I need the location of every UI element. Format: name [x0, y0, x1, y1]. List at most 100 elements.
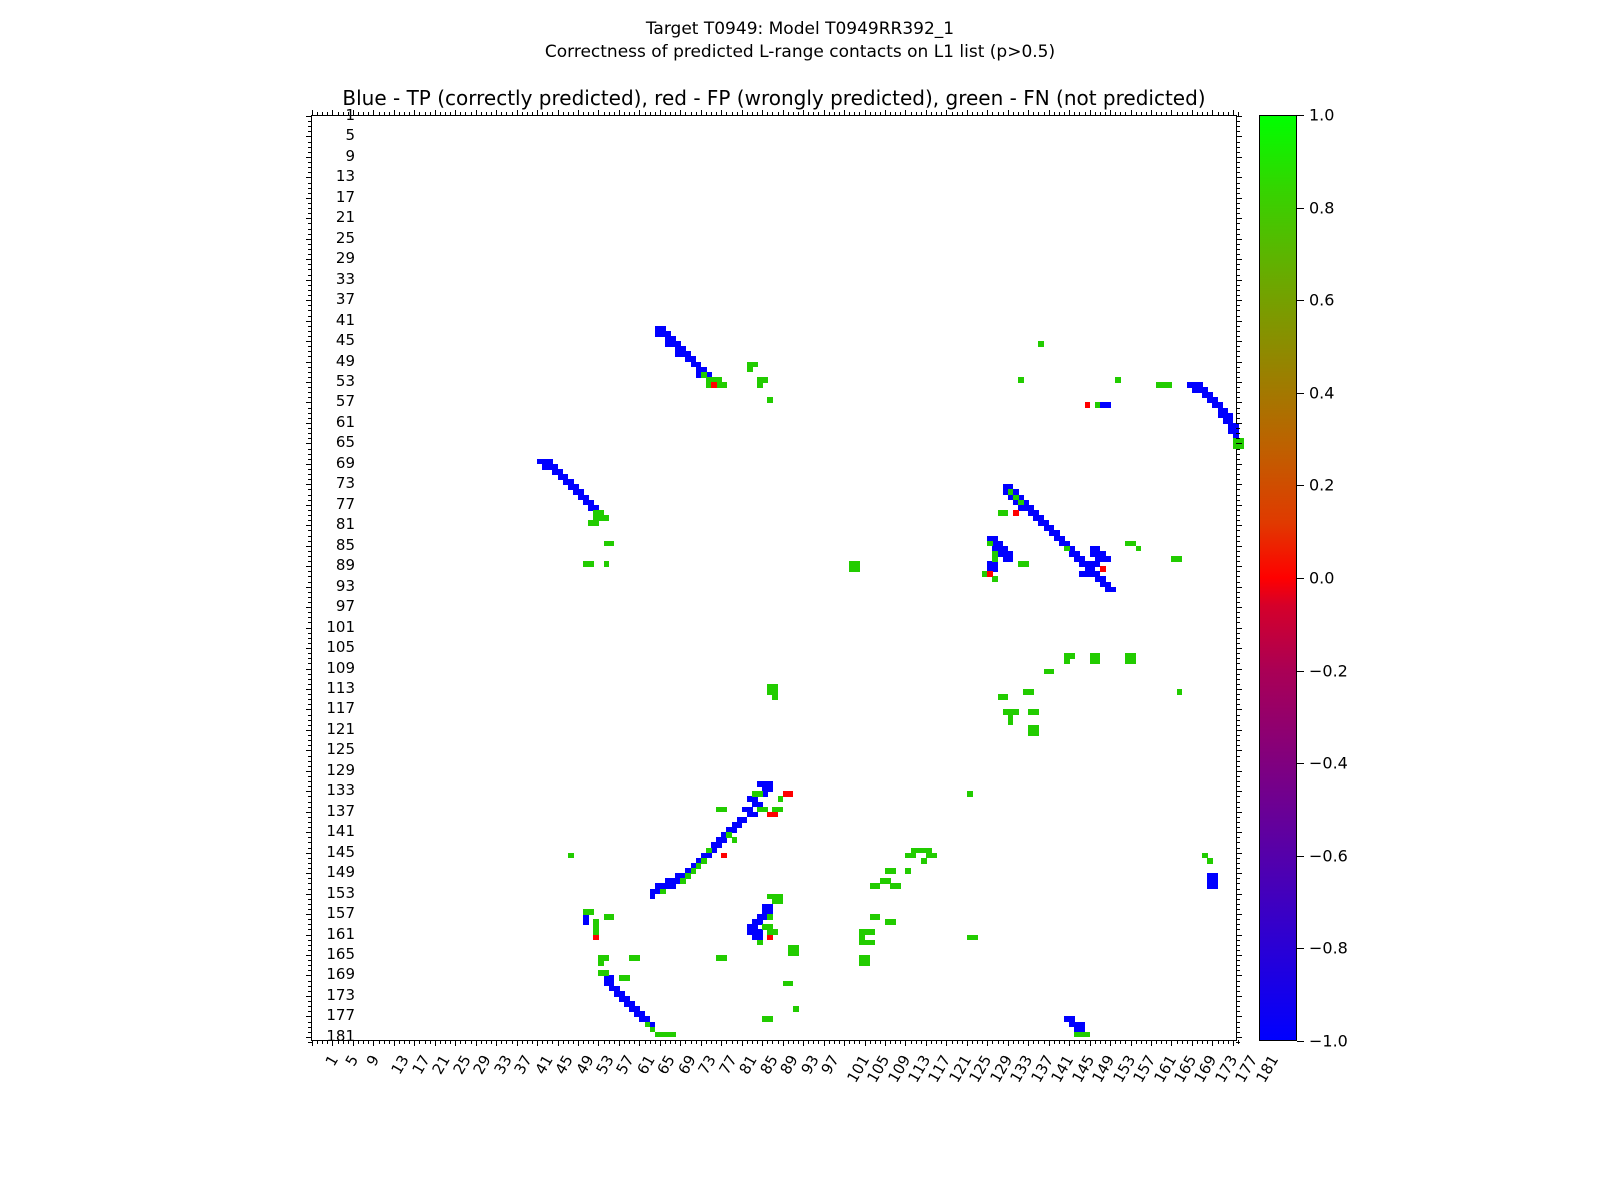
y-tick: [308, 202, 312, 204]
y-tick-right: [1236, 126, 1240, 128]
contact-cell-tp: [608, 980, 615, 987]
contact-cell-fn: [1089, 653, 1096, 659]
contact-cell-fn: [859, 934, 866, 941]
contact-cell-fp: [1084, 402, 1091, 409]
y-tick-right: [1236, 714, 1240, 716]
contact-cell-tp: [1197, 387, 1203, 393]
y-tick-right: [1236, 443, 1242, 445]
x-tick: [941, 1040, 943, 1044]
y-tick-right: [1236, 208, 1240, 210]
x-tick: [608, 1040, 610, 1044]
x-tick-top: [757, 112, 759, 116]
y-tick-right: [1236, 361, 1242, 363]
y-tick-right: [1236, 939, 1240, 941]
contact-cell-fn: [757, 939, 763, 946]
x-tick-top: [1033, 112, 1035, 116]
x-tick: [388, 1040, 390, 1044]
x-tick-top: [1151, 110, 1153, 116]
contact-cell-tp: [695, 361, 702, 368]
contact-cell-tp: [1094, 571, 1101, 578]
contact-cell-tp: [654, 330, 661, 337]
y-tick: [308, 509, 312, 511]
x-tick: [1202, 1040, 1204, 1044]
x-tick: [434, 1040, 436, 1046]
y-tick: [308, 397, 312, 399]
contact-cell-fn: [1156, 382, 1162, 388]
y-tick: [306, 627, 312, 629]
x-tick: [1156, 1040, 1158, 1044]
y-tick: [308, 862, 312, 864]
y-tick: [308, 315, 312, 317]
y-tick: [308, 857, 312, 859]
y-tick-right: [1236, 842, 1240, 844]
y-tick-right: [1236, 213, 1240, 215]
y-tick-right: [1236, 745, 1240, 747]
colorbar-tick: [1297, 392, 1304, 394]
contact-cell-fn: [1232, 438, 1239, 444]
y-tick: [306, 136, 312, 138]
x-tick-top: [1069, 110, 1071, 116]
x-tick: [383, 1040, 385, 1044]
contact-cell-fn: [762, 1016, 768, 1023]
contact-map-plot[interactable]: [306, 110, 1244, 1046]
x-tick-top: [639, 110, 641, 116]
y-tick-right: [1236, 970, 1240, 972]
colorbar[interactable]: 1.0 0.8 0.6 0.4 0.2 0.0 −0.2 −0.4 −0.6 −0.8 −1.0: [1259, 106, 1348, 1051]
y-tick-right: [1236, 591, 1240, 593]
contact-cell-fn: [1130, 653, 1137, 659]
y-tick-right: [1236, 489, 1240, 491]
contact-cell-fn: [997, 694, 1004, 700]
y-tick-right: [1236, 167, 1240, 169]
contact-cell-tp: [1084, 561, 1091, 567]
contact-cell-tp: [736, 822, 743, 828]
contact-cell-fn: [1166, 382, 1173, 388]
x-tick: [537, 1040, 539, 1046]
contact-cell-tp: [572, 489, 579, 496]
x-tick-top: [322, 112, 324, 116]
contact-cell-fn: [1064, 658, 1070, 664]
x-tick: [659, 1040, 661, 1046]
x-tick: [695, 1040, 697, 1044]
contact-cell-tp: [562, 479, 569, 485]
y-tick-right: [1236, 305, 1240, 307]
x-tick-top: [798, 112, 800, 116]
axes-legend-title: Blue - TP (correctly predicted), red - F…: [342, 86, 1206, 110]
x-tick-top: [475, 110, 477, 116]
y-tick: [306, 811, 312, 813]
contact-cell-fn: [931, 852, 937, 859]
contact-cell-tp: [751, 796, 758, 803]
contact-cell-tp: [547, 463, 554, 470]
x-tick-top: [567, 112, 569, 116]
contact-cell-tp: [757, 934, 763, 941]
y-tick: [308, 842, 312, 844]
y-tick: [308, 213, 312, 215]
x-tick-top: [526, 112, 528, 116]
contact-cell-tp: [603, 980, 610, 987]
y-axis-label: 25: [335, 228, 355, 247]
contact-cell-fn: [849, 561, 855, 567]
x-tick-top: [665, 112, 666, 116]
x-tick: [946, 1040, 948, 1046]
y-tick: [308, 944, 312, 946]
contact-cell-fn: [705, 847, 712, 854]
contact-cell-tp: [1023, 499, 1029, 506]
contact-cell-tp: [1099, 402, 1106, 409]
y-tick-right: [1236, 422, 1242, 424]
contact-cell-fn: [1007, 489, 1014, 496]
y-tick: [306, 893, 312, 895]
x-tick: [1033, 1040, 1035, 1044]
contact-cell-tp: [675, 341, 681, 347]
contact-cell-tp: [665, 330, 671, 337]
contact-cell-tp: [1099, 550, 1106, 557]
contact-cell-fn: [654, 1031, 661, 1038]
x-tick-top: [352, 110, 354, 116]
x-tick-top: [1007, 110, 1009, 116]
contact-cell-fn: [997, 509, 1004, 516]
y-tick: [306, 504, 312, 506]
x-tick: [874, 1040, 876, 1044]
contact-cell-fn: [665, 1031, 671, 1038]
y-axis-label: 17: [335, 187, 355, 206]
contact-cell-fn: [1115, 376, 1121, 383]
y-tick-right: [1236, 765, 1240, 767]
x-tick: [480, 1040, 482, 1044]
